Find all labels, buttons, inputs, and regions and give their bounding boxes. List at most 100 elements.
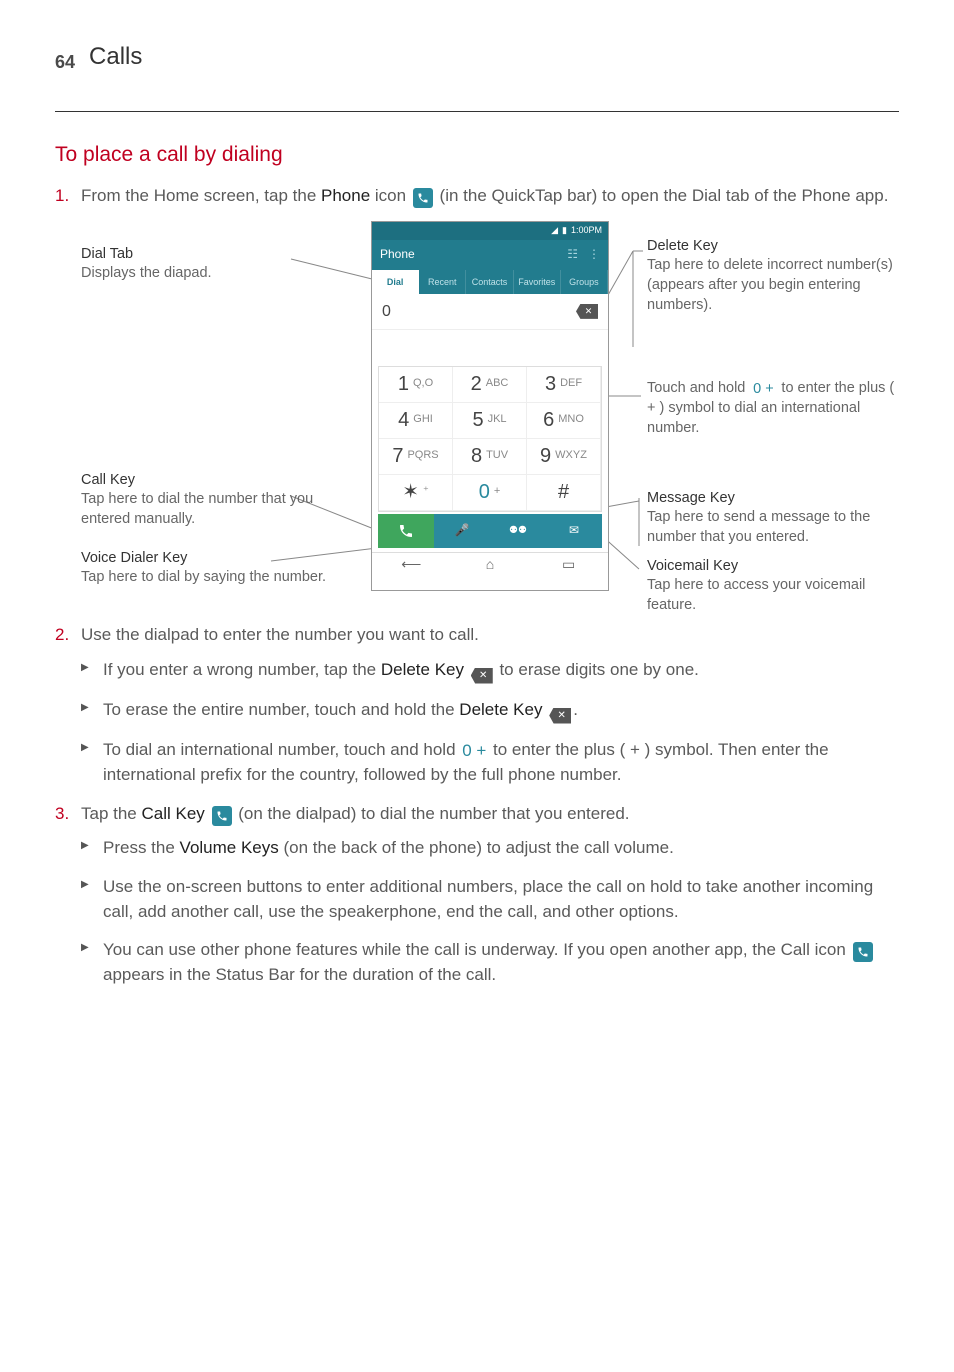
step3-post: (on the dialpad) to dial the number that… [234, 804, 630, 823]
voicemail-button[interactable]: ⚉⚉ [490, 514, 546, 548]
battery-icon: ▮ [562, 224, 567, 237]
callout-msg-key-text: Tap here to send a message to the number… [647, 509, 870, 545]
section-heading: To place a call by dialing [55, 140, 899, 170]
key-6[interactable]: 6MNO [527, 403, 601, 439]
callout-dial-tab-label: Dial Tab [81, 245, 341, 265]
page-section: Calls [89, 40, 142, 75]
delete-key[interactable]: ✕ [576, 304, 598, 319]
b2-pre: To erase the entire number, touch and ho… [103, 700, 459, 719]
s3b1-pre: Press the [103, 838, 180, 857]
step1-mid: icon [370, 186, 411, 205]
b3-zero: 0 + [460, 739, 488, 764]
key-5[interactable]: 5JKL [453, 403, 527, 439]
tab-contacts[interactable]: Contacts [466, 270, 513, 294]
phone-mock: ◢ ▮ 1:00PM Phone ☷ ⋮ Dial Recent Contact… [371, 221, 609, 591]
callout-msg-key-label: Message Key [647, 489, 902, 509]
s3b1-post: (on the back of the phone) to adjust the… [279, 838, 674, 857]
key-4[interactable]: 4GHI [379, 403, 453, 439]
tab-bar: Dial Recent Contacts Favorites Groups [372, 270, 608, 294]
page-header: 64 Calls [55, 40, 899, 75]
s3b3-post: appears in the Status Bar for the durati… [103, 965, 496, 984]
callout-call-key-text: Tap here to dial the number that you ent… [81, 491, 313, 527]
callout-zero-chip: 0 + [749, 380, 777, 400]
tab-dial[interactable]: Dial [372, 270, 419, 294]
callout-voice-key-label: Voice Dialer Key [81, 549, 351, 569]
key-8[interactable]: 8TUV [453, 439, 527, 475]
s3b3-pre: You can use other phone features while t… [103, 940, 851, 959]
tab-favorites[interactable]: Favorites [514, 270, 561, 294]
contacts-icon[interactable]: ☷ [567, 246, 578, 263]
diagram: Dial Tab Displays the diapad. Call Key T… [81, 221, 901, 601]
keypad: 1Q,O 2ABC 3DEF 4GHI 5JKL 6MNO 7PQRS 8TUV… [378, 366, 602, 512]
menu-icon[interactable]: ⋮ [588, 246, 600, 263]
nav-recent[interactable]: ▭ [529, 553, 608, 576]
nav-home[interactable]: ⌂ [451, 553, 530, 576]
signal-icon: ◢ [551, 224, 558, 237]
callout-dial-tab-text: Displays the diapad. [81, 265, 212, 281]
key-0[interactable]: 0+ [453, 475, 527, 511]
b1-bold: Delete Key [381, 660, 469, 679]
callout-dial-tab: Dial Tab Displays the diapad. [81, 245, 341, 284]
app-title: Phone [380, 246, 415, 263]
callout-zero-pre: Touch and hold [647, 380, 749, 396]
key-2[interactable]: 2ABC [453, 367, 527, 403]
callout-call-key: Call Key Tap here to dial the number tha… [81, 471, 351, 530]
step1-post: (in the QuickTap bar) to open the Dial t… [435, 186, 889, 205]
callout-zero-key: Touch and hold 0 + to enter the plus ( +… [647, 379, 902, 439]
delete-icon: ✕ [471, 668, 493, 684]
number-display: 0 [382, 300, 391, 323]
status-bar: ◢ ▮ 1:00PM [372, 222, 608, 240]
step2-text: Use the dialpad to enter the number you … [81, 625, 479, 644]
call-icon [853, 942, 873, 962]
callout-voice-key-text: Tap here to dial by saying the number. [81, 569, 326, 585]
key-hash[interactable]: # [527, 475, 601, 511]
step2-b3: To dial an international number, touch a… [81, 738, 899, 788]
action-row: 🎤 ⚉⚉ ✉ [378, 514, 602, 548]
message-button[interactable]: ✉ [546, 514, 602, 548]
b1-post: to erase digits one by one. [495, 660, 699, 679]
tab-groups[interactable]: Groups [561, 270, 608, 294]
voice-dialer-button[interactable]: 🎤 [434, 514, 490, 548]
s3b1-bold: Volume Keys [180, 838, 279, 857]
step1-text: From the Home screen, tap the Phone icon… [81, 186, 888, 205]
step3-b1: Press the Volume Keys (on the back of th… [81, 836, 899, 861]
step3-bold: Call Key [142, 804, 210, 823]
callout-call-key-label: Call Key [81, 471, 351, 491]
phone-icon [413, 188, 433, 208]
callout-vm-key: Voicemail Key Tap here to access your vo… [647, 557, 902, 616]
step-1: From the Home screen, tap the Phone icon… [55, 184, 899, 601]
key-1[interactable]: 1Q,O [379, 367, 453, 403]
step3-b2: Use the on-screen buttons to enter addit… [81, 875, 899, 924]
key-3[interactable]: 3DEF [527, 367, 601, 403]
callout-vm-key-label: Voicemail Key [647, 557, 902, 577]
number-display-row: 0 ✕ [372, 294, 608, 330]
call-button[interactable] [378, 514, 434, 548]
step3-b3: You can use other phone features while t… [81, 938, 899, 987]
callout-voice-key: Voice Dialer Key Tap here to dial by say… [81, 549, 351, 588]
step1-pre: From the Home screen, tap the [81, 186, 321, 205]
delete-icon: ✕ [549, 708, 571, 724]
nav-bar: ⟵ ⌂ ▭ [372, 552, 608, 576]
callout-delete-key: Delete Key Tap here to delete incorrect … [647, 237, 897, 315]
key-9[interactable]: 9WXYZ [527, 439, 601, 475]
callout-delete-key-text: Tap here to delete incorrect number(s) (… [647, 257, 893, 312]
callout-msg-key: Message Key Tap here to send a message t… [647, 489, 902, 548]
nav-back[interactable]: ⟵ [372, 553, 451, 576]
step-3: Tap the Call Key (on the dialpad) to dia… [55, 802, 899, 988]
page-number: 64 [55, 49, 75, 75]
callout-delete-key-label: Delete Key [647, 237, 897, 257]
tab-recent[interactable]: Recent [419, 270, 466, 294]
key-star[interactable]: ✶⁺ [379, 475, 453, 511]
b1-pre: If you enter a wrong number, tap the [103, 660, 381, 679]
step3-pre: Tap the [81, 804, 142, 823]
b3-pre: To dial an international number, touch a… [103, 740, 460, 759]
step2-b1: If you enter a wrong number, tap the Del… [81, 658, 899, 684]
key-7[interactable]: 7PQRS [379, 439, 453, 475]
step-2: Use the dialpad to enter the number you … [55, 623, 899, 788]
status-time: 1:00PM [571, 224, 602, 237]
callout-vm-key-text: Tap here to access your voicemail featur… [647, 577, 865, 613]
b2-post: . [573, 700, 578, 719]
step2-b2: To erase the entire number, touch and ho… [81, 698, 899, 724]
b2-bold: Delete Key [459, 700, 547, 719]
step1-bold: Phone [321, 186, 370, 205]
